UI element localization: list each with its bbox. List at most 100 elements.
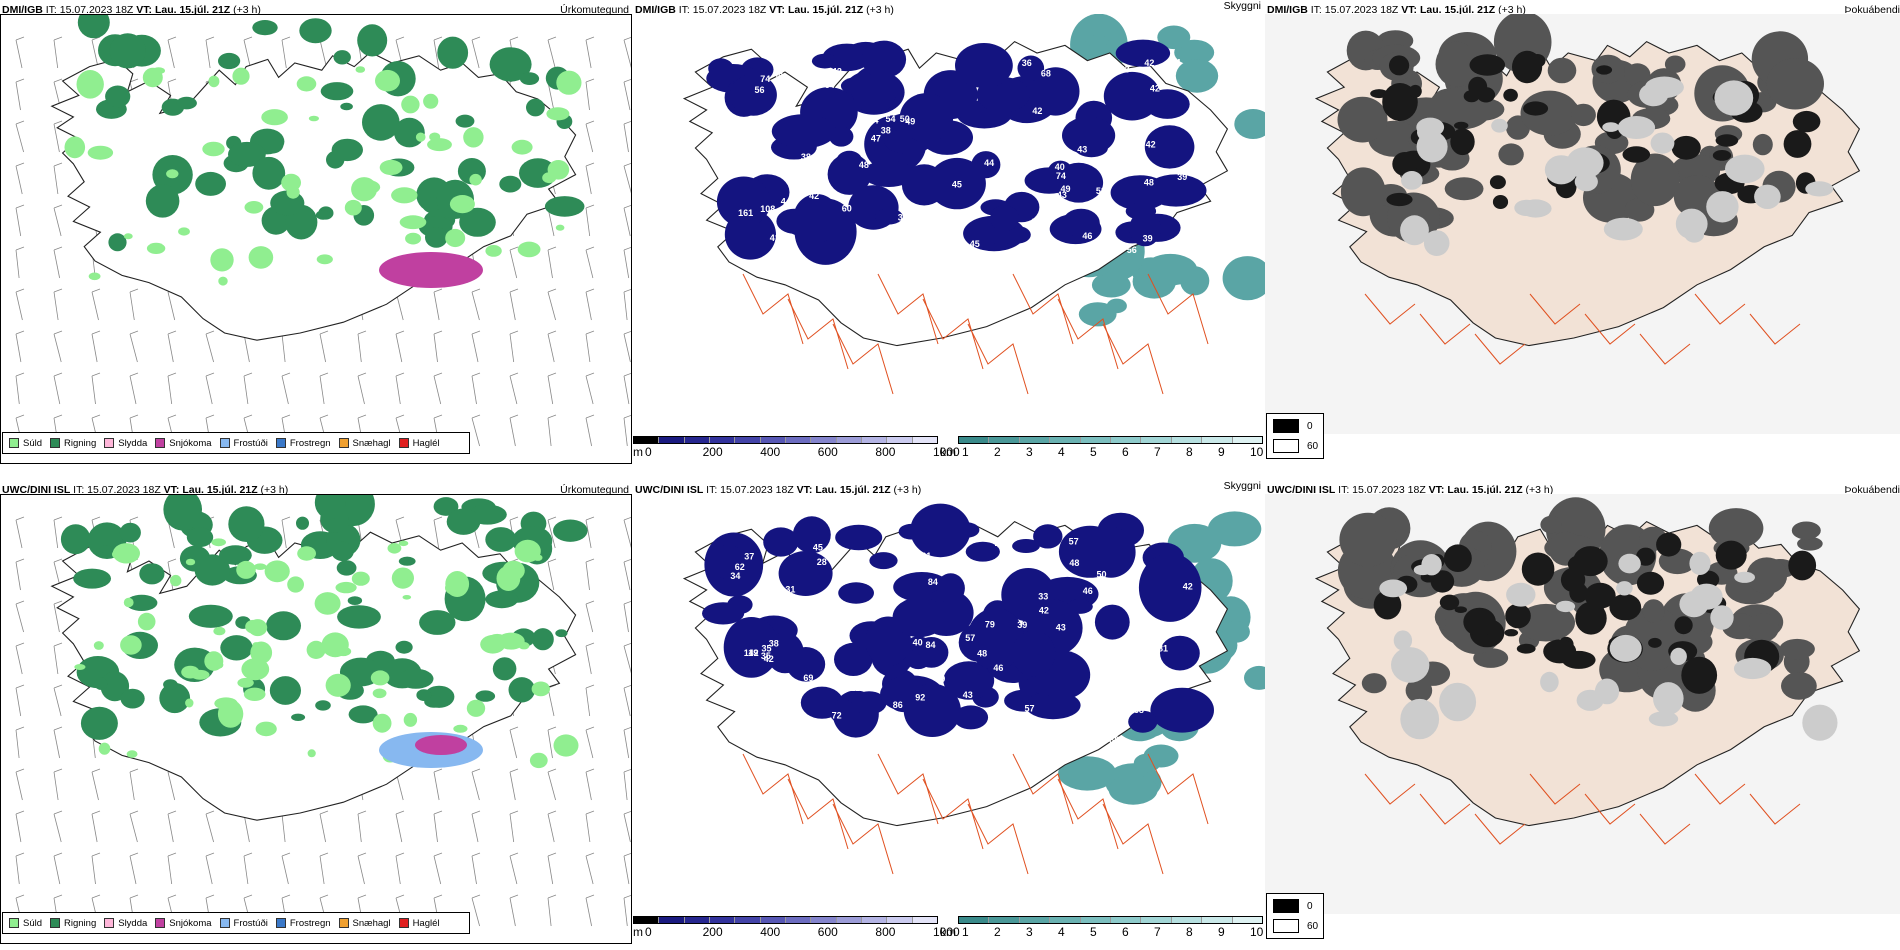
colorbar-segment — [1111, 437, 1142, 443]
wind-barb-staff — [15, 333, 22, 363]
wind-barb-feather — [167, 810, 177, 815]
wind-barb-feather — [509, 768, 519, 773]
low-ceiling-areas — [702, 503, 1214, 738]
wind-barb-staff — [243, 375, 249, 405]
field-blob — [419, 610, 456, 635]
ceiling-value: 42 — [1032, 106, 1042, 116]
wind-barb-feather — [129, 852, 139, 857]
ceiling-value: 50 — [900, 114, 910, 124]
wind-barb-feather — [205, 330, 215, 335]
wind-barb-feather — [129, 810, 139, 815]
wind-barb-staff — [585, 207, 591, 237]
field-blob — [427, 138, 452, 152]
field-blob — [398, 668, 434, 689]
field-blob — [88, 272, 101, 281]
wind-barb-staff — [167, 375, 173, 405]
wind-barb-staff — [509, 855, 518, 885]
wind-barb-feather — [53, 684, 63, 689]
precip-legend: Súld Rigning Slydda Snjókoma Frostúði Frostre… — [2, 912, 470, 934]
field-blob — [1556, 600, 1576, 613]
wind-barb-staff — [15, 123, 24, 153]
wind-barb-feather — [623, 78, 631, 83]
wind-barb-feather — [53, 414, 63, 419]
wind-barb-staff — [471, 333, 479, 363]
field-blob — [1609, 634, 1642, 662]
field-blob — [1636, 571, 1665, 595]
field-blob — [1413, 564, 1432, 576]
colorbar-segment — [887, 437, 913, 443]
ceiling-value: 86 — [893, 700, 903, 710]
wind-barb-staff — [15, 39, 23, 69]
wind-barb-staff — [509, 249, 518, 279]
field-blob — [496, 565, 521, 591]
wind-barb-feather — [547, 810, 557, 815]
field-blob — [1523, 101, 1549, 116]
field-blob — [1244, 665, 1265, 690]
field-blob — [1031, 67, 1080, 116]
field-blob — [306, 640, 326, 659]
road-network — [742, 273, 1209, 395]
wind-barb-staff — [319, 333, 326, 363]
wind-barb-staff — [15, 165, 23, 195]
road — [1364, 773, 1416, 805]
colorbar-segment — [1019, 917, 1051, 923]
ceiling-value: 42 — [809, 191, 819, 201]
ceiling-value: 42 — [1150, 84, 1160, 94]
ceiling-value: 44 — [1098, 194, 1108, 204]
colorbar-tick: 200 — [702, 445, 723, 459]
field-blob — [210, 248, 234, 272]
field-blob — [1409, 84, 1422, 98]
ceiling-value: 46 — [1083, 586, 1093, 596]
field-blob — [445, 228, 466, 248]
field-blob — [1062, 116, 1116, 155]
wind-barb-staff — [53, 519, 59, 549]
ceiling-value: 42 — [749, 648, 759, 658]
field-blob — [838, 582, 874, 604]
field-blob — [1222, 256, 1265, 301]
field-blob — [1430, 570, 1455, 593]
wind-barb-feather — [167, 36, 177, 41]
field-blob — [307, 749, 316, 758]
wind-barb-staff — [471, 897, 480, 927]
wind-barb-staff — [623, 81, 631, 111]
wind-barb-staff — [53, 813, 62, 843]
ceiling-value: 52 — [1096, 186, 1106, 196]
field-blob — [185, 698, 194, 708]
rain-areas — [77, 15, 585, 252]
road — [967, 323, 1029, 395]
field-blob — [827, 153, 872, 195]
field-blob — [357, 24, 388, 57]
field-blob — [1492, 195, 1509, 209]
ceiling-map-svg: 5747336057436886796942849262383543844668… — [682, 503, 1265, 875]
colorbar-tick: 0 — [645, 925, 652, 939]
field-blob — [1715, 540, 1747, 570]
field-blob — [1602, 122, 1620, 132]
field-blob — [1671, 135, 1701, 160]
wind-barb-staff — [433, 813, 438, 843]
ceiling-value: 35 — [761, 651, 771, 661]
ceiling-value: 81 — [1158, 644, 1168, 654]
wind-barb-feather — [471, 372, 481, 377]
field-blob — [1439, 594, 1460, 611]
ceiling-value: 62 — [755, 154, 765, 164]
field-blob — [955, 43, 1013, 88]
cloud-high-label: 0 — [1307, 900, 1313, 912]
colorbar-segment — [634, 437, 660, 443]
wind-barb-feather — [15, 246, 25, 251]
road — [1012, 753, 1074, 825]
field-blob — [232, 67, 250, 85]
wind-barb-staff — [53, 375, 61, 405]
wind-barb-staff — [433, 333, 438, 363]
wind-barb-staff — [15, 81, 21, 111]
ceiling-colorbar: m 0 200 400 600 800 1000 — [633, 916, 960, 942]
colorbar-segment — [887, 917, 913, 923]
wind-barb-feather — [433, 516, 443, 521]
field-blob — [1506, 582, 1536, 607]
wind-barb-staff — [623, 417, 628, 447]
ceiling-value: 57 — [1069, 537, 1079, 547]
colorbar-tick: 2 — [994, 445, 1001, 459]
field-blob — [1781, 672, 1817, 700]
field-blob — [296, 76, 317, 92]
field-blob — [186, 527, 214, 548]
wind-barb-feather — [585, 330, 595, 335]
